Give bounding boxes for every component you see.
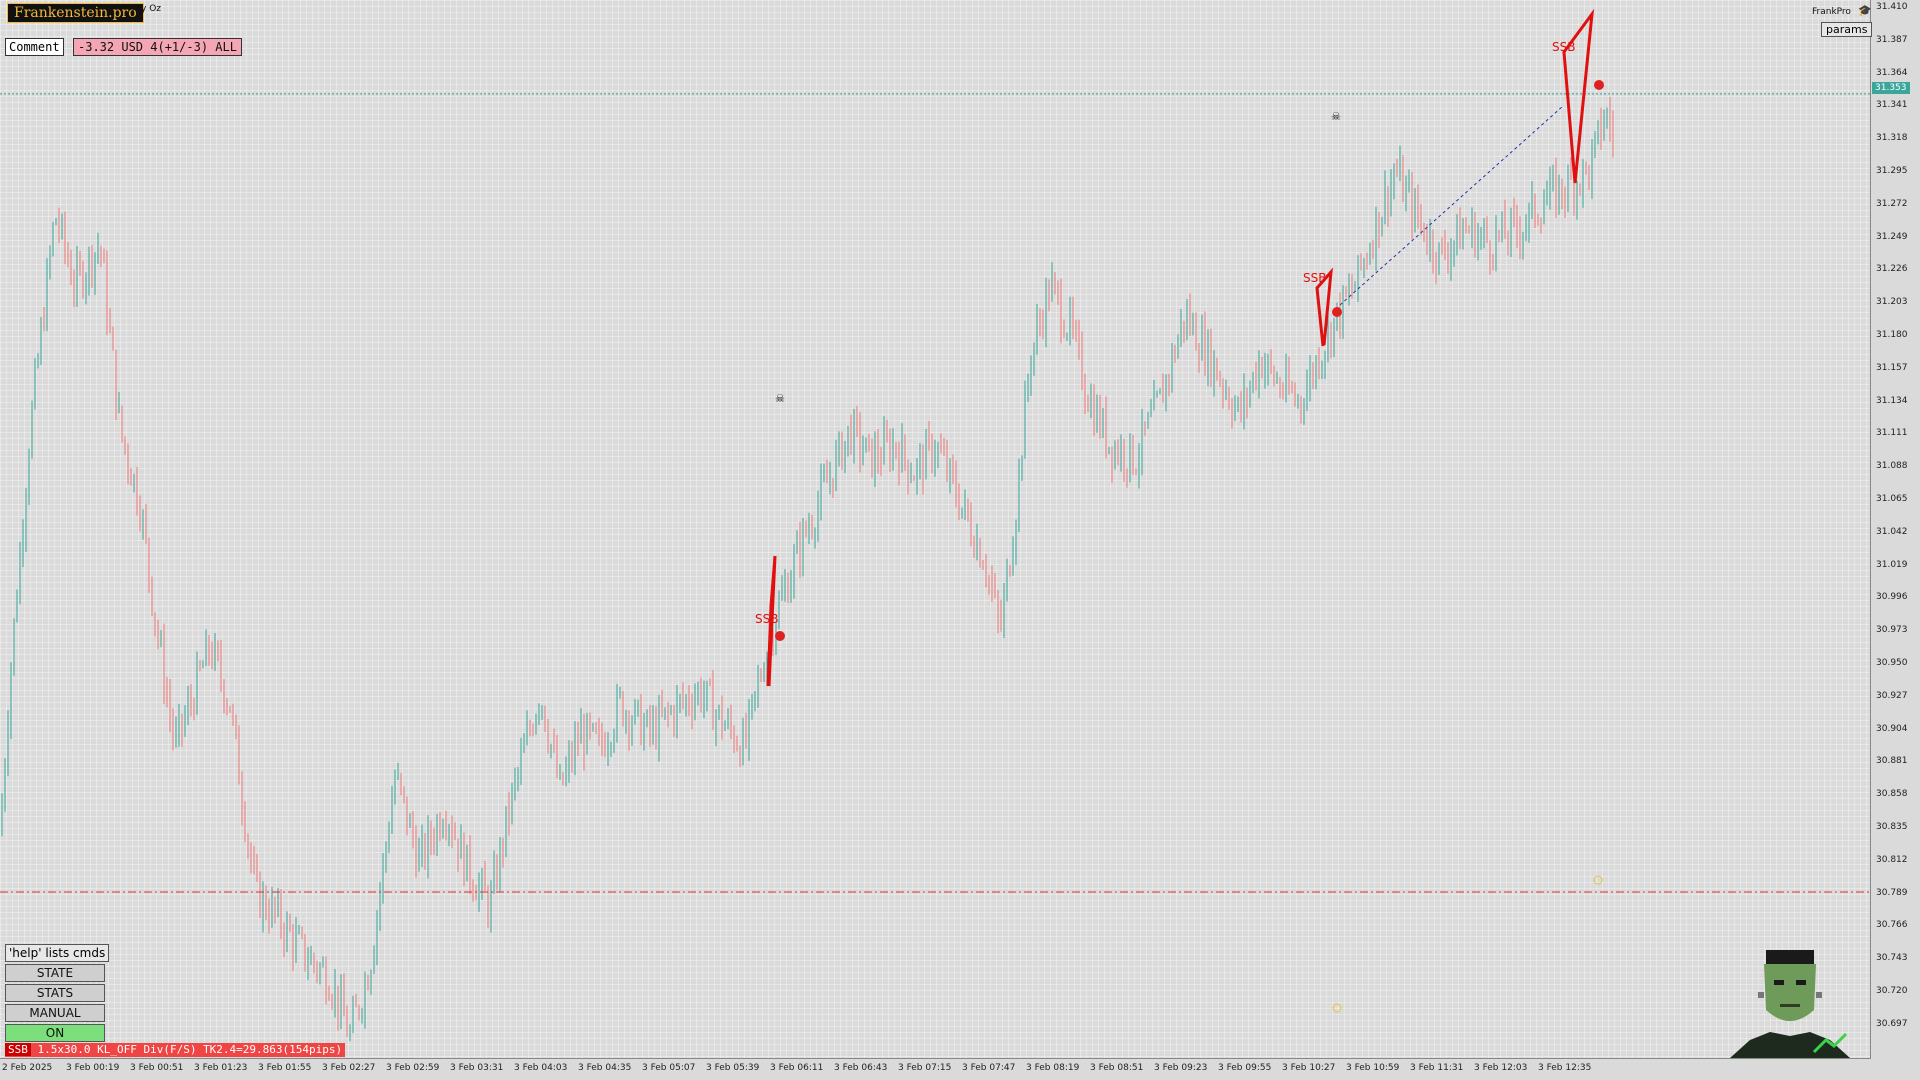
time-tick-label: 3 Feb 05:07: [642, 1063, 696, 1073]
time-tick-label: 3 Feb 07:15: [898, 1063, 952, 1073]
price-tick-label: 30.904: [1876, 723, 1908, 734]
time-tick-label: 3 Feb 11:31: [1410, 1063, 1464, 1073]
chart-canvas: SSB SSB SSB ☠ ☠: [0, 8, 1870, 1042]
price-tick-label: 31.272: [1876, 198, 1908, 209]
price-tick-label: 30.766: [1876, 920, 1908, 931]
help-hint: 'help' lists cmds: [5, 944, 110, 962]
price-tick-label: 31.318: [1876, 133, 1908, 144]
time-tick-label: 3 Feb 03:31: [450, 1063, 504, 1073]
signal-zigzag: [766, 555, 777, 687]
time-tick-label: 3 Feb 02:27: [322, 1063, 376, 1073]
order-marker-icon: [775, 631, 785, 641]
price-tick-label: 30.835: [1876, 822, 1908, 832]
price-tick-label: 31.134: [1876, 395, 1908, 406]
time-tick-label: 3 Feb 12:35: [1538, 1063, 1592, 1073]
time-tick-label: 3 Feb 08:19: [1026, 1063, 1080, 1073]
price-tick-label: 31.226: [1876, 264, 1908, 275]
price-tick-label: 30.812: [1876, 854, 1908, 865]
params-button[interactable]: params: [1821, 22, 1873, 37]
time-tick-label: 3 Feb 10:27: [1282, 1063, 1336, 1073]
time-tick-label: 3 Feb 10:59: [1346, 1063, 1400, 1073]
price-tick-label: 31.088: [1876, 461, 1908, 472]
skull-icon: ☠: [1331, 110, 1341, 123]
price-tick-label: 30.789: [1876, 887, 1908, 898]
status-text: 1.5x30.0 KL_OFF Div(F/S) TK2.4=29.863(15…: [37, 1043, 343, 1056]
hat-icon: 🎓: [1858, 4, 1872, 17]
stats-button[interactable]: STATS: [5, 984, 105, 1002]
time-tick-label: 3 Feb 05:39: [706, 1063, 760, 1073]
state-button[interactable]: STATE: [5, 964, 105, 982]
skull-icon: ☠: [775, 392, 785, 405]
frankpro-label: FrankPro: [1812, 7, 1851, 17]
time-tick-label: 3 Feb 01:23: [194, 1063, 248, 1073]
comment-label: Comment: [5, 38, 64, 56]
time-tick-label: 2 Feb 2025: [2, 1063, 53, 1073]
price-tick-label: 30.720: [1876, 986, 1908, 996]
price-tick-label: 31.364: [1876, 67, 1908, 78]
price-tick-label: 31.249: [1876, 231, 1908, 242]
price-tick-label: 31.341: [1876, 100, 1908, 111]
time-tick-label: 3 Feb 00:19: [66, 1063, 120, 1073]
price-tick-label: 31.111: [1876, 428, 1908, 439]
price-tick-label: 30.858: [1876, 789, 1908, 800]
brand-logo: Frankenstein.pro: [7, 3, 144, 23]
time-tick-label: 3 Feb 06:11: [770, 1063, 824, 1073]
status-tag: SSB: [5, 1043, 31, 1056]
price-tick-label: 31.180: [1876, 330, 1908, 340]
price-tick-label: 30.950: [1876, 658, 1908, 668]
sun-marker-icon: [1332, 1003, 1342, 1013]
price-tick-label: 30.697: [1876, 1018, 1908, 1029]
price-tick-label: 31.387: [1876, 34, 1908, 45]
price-tick-label: 30.973: [1876, 625, 1908, 636]
price-tick-label: 31.203: [1876, 297, 1908, 308]
trend-arrow: [1339, 105, 1564, 306]
order-marker-icon: [1332, 307, 1342, 317]
price-tick-label: 30.927: [1876, 690, 1908, 701]
chart-plot-area[interactable]: [0, 0, 1871, 1059]
time-tick-label: 3 Feb 00:51: [130, 1063, 184, 1073]
signal-label: SSB: [1552, 40, 1575, 54]
signal-label: SSB: [755, 612, 778, 626]
time-tick-label: 3 Feb 08:51: [1090, 1063, 1144, 1073]
time-tick-label: 3 Feb 04:03: [514, 1063, 568, 1073]
time-tick-label: 3 Feb 09:55: [1218, 1063, 1272, 1073]
frankenstein-avatar-icon: [1730, 950, 1850, 1058]
sun-marker-icon: [1593, 875, 1603, 885]
time-tick-label: 3 Feb 12:03: [1474, 1063, 1528, 1073]
price-tick-label: 31.295: [1876, 166, 1908, 176]
price-tick-label: 31.157: [1876, 362, 1908, 373]
signal-zigzag: [1315, 267, 1333, 347]
current-price-tag: 31.353: [1872, 82, 1910, 94]
price-tick-label: 30.881: [1876, 756, 1908, 767]
time-tick-label: 3 Feb 04:35: [578, 1063, 632, 1073]
price-tick-label: 30.743: [1876, 953, 1908, 964]
signal-zigzag: [1562, 8, 1595, 184]
price-tick-label: 31.042: [1876, 526, 1908, 537]
on-toggle-button[interactable]: ON: [5, 1024, 105, 1042]
time-tick-label: 3 Feb 06:43: [834, 1063, 888, 1073]
manual-button[interactable]: MANUAL: [5, 1004, 105, 1022]
pl-summary: -3.32 USD 4(+1/-3) ALL: [73, 38, 242, 56]
time-tick-label: 3 Feb 02:59: [386, 1063, 440, 1073]
price-tick-label: 31.410: [1876, 2, 1908, 12]
order-marker-icon: [1594, 80, 1604, 90]
price-tick-label: 30.996: [1876, 592, 1908, 603]
time-tick-label: 3 Feb 01:55: [258, 1063, 312, 1073]
price-tick-label: 31.065: [1876, 494, 1908, 504]
price-tick-label: 31.019: [1876, 559, 1908, 570]
strategy-status-bar: SSB 1.5x30.0 KL_OFF Div(F/S) TK2.4=29.86…: [5, 1043, 346, 1057]
symbol-label: roy Oz: [132, 4, 162, 14]
signal-label: SSB: [1303, 271, 1326, 285]
time-tick-label: 3 Feb 09:23: [1154, 1063, 1208, 1073]
time-tick-label: 3 Feb 07:47: [962, 1063, 1016, 1073]
